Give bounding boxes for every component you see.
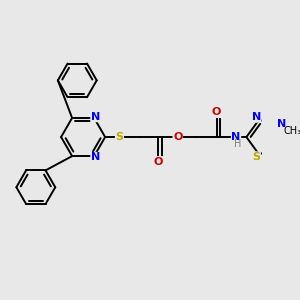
Text: S: S xyxy=(252,152,260,162)
Text: N: N xyxy=(91,152,100,162)
Text: O: O xyxy=(154,157,163,167)
Text: S: S xyxy=(116,132,123,142)
Text: N: N xyxy=(252,112,261,122)
Text: O: O xyxy=(173,132,182,142)
Text: CH₃: CH₃ xyxy=(283,126,300,136)
Text: N: N xyxy=(231,132,241,142)
Text: O: O xyxy=(212,107,221,117)
Text: N: N xyxy=(91,112,100,122)
Text: H: H xyxy=(234,139,242,149)
Text: N: N xyxy=(277,119,286,129)
